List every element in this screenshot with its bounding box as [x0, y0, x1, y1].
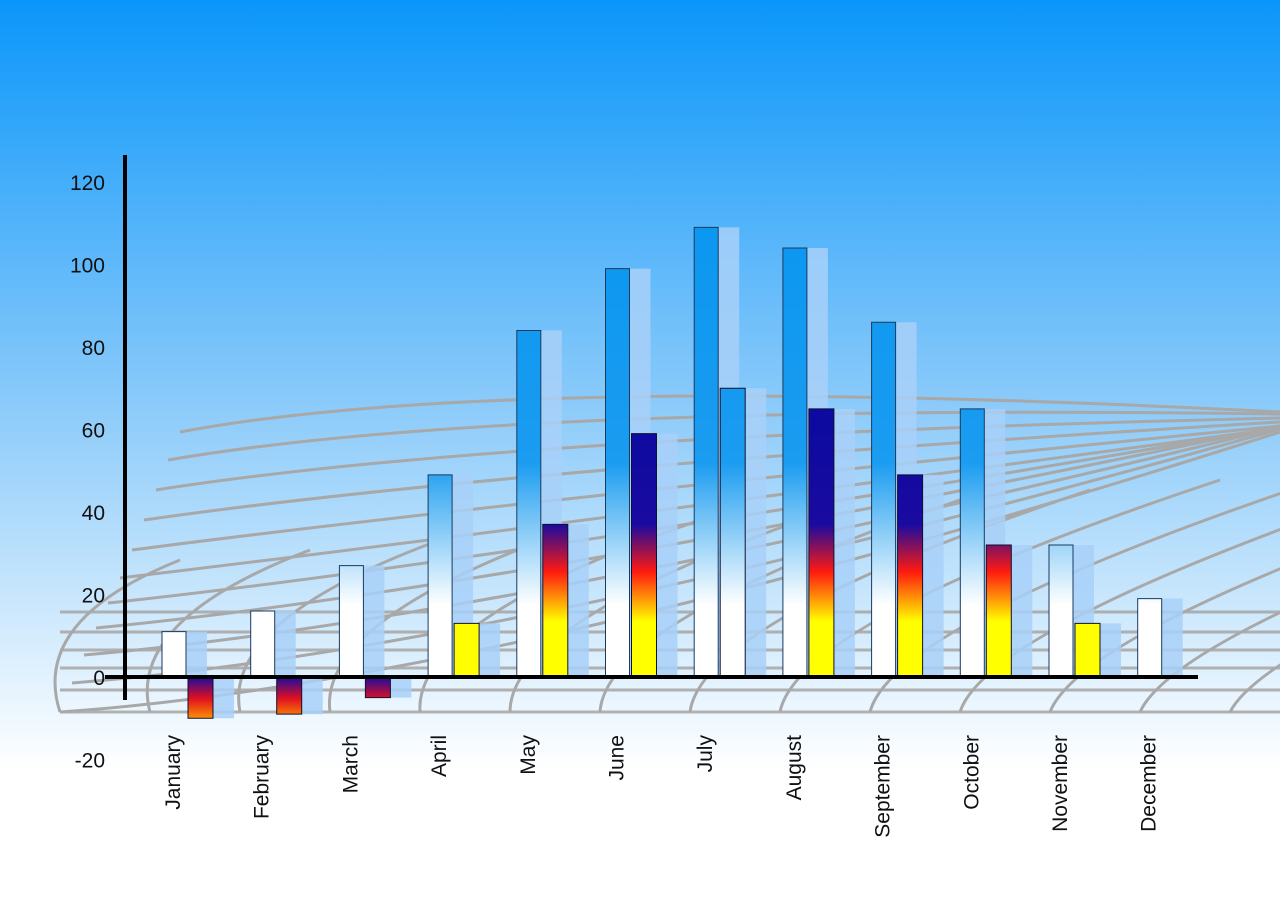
y-tick-label: 60: [82, 420, 105, 443]
x-tick-label: June: [606, 735, 629, 781]
bar-series2: [276, 676, 303, 715]
bar-series1: [1048, 544, 1074, 678]
bar-shadow: [301, 677, 323, 715]
x-tick-label: October: [960, 735, 983, 810]
x-tick-label: February: [251, 735, 274, 820]
bar-series2: [453, 622, 480, 678]
bar-group-june: [605, 268, 678, 678]
bar-shadow: [1161, 598, 1183, 677]
bar-series2: [985, 544, 1012, 678]
bar-shadow: [745, 388, 767, 677]
x-tick-label: May: [517, 735, 540, 775]
bar-series2: [631, 433, 657, 678]
bar-series1: [782, 247, 808, 678]
bar-group-february: [250, 610, 323, 715]
bar-series1: [338, 565, 364, 678]
bar-shadow: [1100, 623, 1121, 677]
bar-shadow: [656, 433, 678, 677]
bar-series2: [1074, 622, 1101, 678]
bar-series2: [897, 474, 924, 678]
bar-group-may: [516, 330, 589, 678]
bar-series2: [808, 408, 835, 678]
bar-shadow: [567, 524, 589, 677]
bar-group-november: [1048, 544, 1121, 678]
x-tick-label: September: [872, 735, 895, 838]
bar-group-april: [427, 474, 501, 678]
bar-series2: [719, 387, 746, 678]
bar-series1: [871, 321, 897, 678]
bar-shadow: [922, 474, 944, 677]
bar-group-august: [782, 247, 855, 678]
x-tick-label: April: [428, 735, 451, 777]
y-tick-label: 80: [82, 337, 105, 360]
bar-shadow: [363, 565, 385, 677]
y-tick-label: -20: [75, 750, 105, 773]
bar-shadow: [186, 631, 207, 677]
x-tick-label: January: [162, 735, 185, 810]
bar-shadow: [479, 623, 501, 677]
bar-series1: [427, 474, 453, 678]
x-tick-label: November: [1049, 735, 1072, 832]
y-tick-label: 20: [82, 585, 105, 608]
x-tick-label: December: [1138, 735, 1161, 832]
y-tick-label: 100: [70, 255, 105, 278]
bar-series1: [161, 631, 187, 678]
bar-series2: [542, 523, 569, 678]
y-tick-label: 0: [93, 667, 105, 690]
bar-group-december: [1137, 598, 1183, 678]
bar-shadow: [213, 677, 234, 719]
bar-series1: [1137, 598, 1163, 678]
x-tick-label: August: [783, 735, 806, 801]
bar-series1: [693, 226, 719, 678]
y-tick-label: 120: [70, 172, 105, 195]
bar-group-march: [338, 565, 412, 699]
bar-group-october: [959, 408, 1033, 678]
bar-series2: [364, 676, 391, 699]
bar-shadow: [274, 611, 296, 677]
bar-series1: [959, 408, 985, 678]
bar-series2: [187, 676, 214, 719]
bar-series1: [250, 610, 276, 678]
bar-shadow: [1011, 545, 1033, 677]
x-tick-label: March: [339, 735, 362, 793]
bar-series1: [605, 268, 630, 678]
y-tick-label: 40: [82, 502, 105, 525]
bar-shadow: [833, 408, 855, 677]
bar-series1: [516, 330, 542, 678]
bar-shadow: [390, 677, 412, 698]
x-tick-label: July: [694, 735, 717, 773]
bar-group-july: [693, 226, 767, 678]
